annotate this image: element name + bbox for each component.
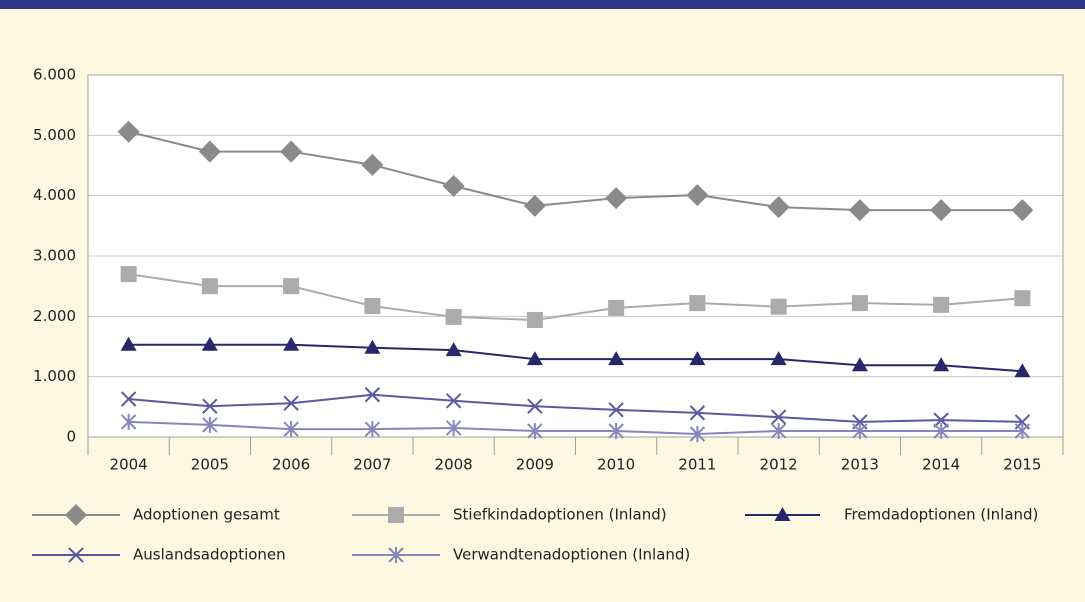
legend-label: Adoptionen gesamt xyxy=(133,506,280,524)
point xyxy=(933,412,949,428)
point xyxy=(933,422,949,439)
x-tick-label: 2005 xyxy=(191,456,229,474)
point xyxy=(686,184,709,207)
point xyxy=(851,295,868,312)
top-bar xyxy=(0,0,1085,9)
legend-label: Auslandsadoptionen xyxy=(133,546,286,564)
point xyxy=(364,387,381,403)
point xyxy=(770,409,787,425)
point xyxy=(527,398,543,414)
y-tick-label: 0 xyxy=(66,428,76,446)
point xyxy=(608,402,624,418)
point xyxy=(608,299,625,316)
x-tick-label: 2008 xyxy=(435,456,473,474)
point xyxy=(848,199,871,222)
y-tick-label: 5.000 xyxy=(33,126,76,144)
legend-marker xyxy=(65,504,87,526)
point xyxy=(198,140,221,163)
point xyxy=(933,357,950,372)
point xyxy=(526,311,543,328)
point xyxy=(120,413,137,430)
point xyxy=(689,351,706,366)
point xyxy=(283,395,299,411)
point xyxy=(445,393,462,409)
legend-label: Fremdadoptionen (Inland) xyxy=(844,506,1038,524)
x-tick-label: 2015 xyxy=(1003,456,1041,474)
series-line xyxy=(128,273,1023,321)
point xyxy=(689,405,706,421)
x-tick-label: 2010 xyxy=(597,456,635,474)
legend-label: Verwandtenadoptionen (Inland) xyxy=(453,546,690,564)
point xyxy=(1014,363,1031,378)
legend-marker xyxy=(388,507,404,523)
y-tick-label: 1.000 xyxy=(33,367,76,385)
point xyxy=(283,421,299,438)
x-tick-label: 2011 xyxy=(678,456,716,474)
point xyxy=(120,266,137,283)
point xyxy=(767,196,790,219)
series-line xyxy=(128,130,1023,212)
point xyxy=(445,342,462,357)
point xyxy=(930,199,953,222)
point xyxy=(1014,290,1031,307)
point xyxy=(1011,199,1034,222)
point xyxy=(527,422,543,439)
point xyxy=(933,296,950,313)
point xyxy=(605,187,628,210)
point xyxy=(770,298,787,315)
point xyxy=(1014,422,1031,439)
point xyxy=(201,278,218,295)
point xyxy=(442,175,465,198)
y-tick-label: 6.000 xyxy=(33,66,76,84)
point xyxy=(364,339,381,354)
series-line xyxy=(128,343,1023,373)
y-tick-label: 4.000 xyxy=(33,186,76,204)
point xyxy=(526,351,543,366)
legend-marker xyxy=(68,547,84,563)
point xyxy=(364,298,381,315)
point xyxy=(608,351,625,366)
series-line xyxy=(128,420,1023,435)
legend-marker xyxy=(774,507,791,521)
point xyxy=(364,421,381,438)
point xyxy=(202,416,218,433)
point xyxy=(852,422,868,439)
y-tick-label: 3.000 xyxy=(33,247,76,265)
x-tick-label: 2006 xyxy=(272,456,310,474)
point xyxy=(117,120,140,143)
x-tick-label: 2007 xyxy=(353,456,391,474)
point xyxy=(608,422,624,439)
x-tick-label: 2012 xyxy=(760,456,798,474)
point xyxy=(120,336,137,351)
point xyxy=(283,336,300,351)
point xyxy=(445,419,462,436)
point xyxy=(770,351,787,366)
legend-marker xyxy=(388,547,404,563)
point xyxy=(283,278,300,295)
point xyxy=(280,140,303,163)
point xyxy=(201,336,218,351)
point xyxy=(120,391,137,407)
point xyxy=(770,422,787,439)
point xyxy=(689,295,706,312)
point xyxy=(523,194,546,217)
x-tick-label: 2014 xyxy=(922,456,960,474)
series-line xyxy=(128,393,1023,423)
legend-label: Stiefkindadoptionen (Inland) xyxy=(453,506,667,524)
x-tick-label: 2004 xyxy=(110,456,148,474)
y-tick-label: 2.000 xyxy=(33,307,76,325)
point xyxy=(202,398,218,414)
point xyxy=(361,153,384,176)
point xyxy=(445,308,462,325)
x-tick-label: 2009 xyxy=(516,456,554,474)
point xyxy=(851,357,868,372)
x-tick-label: 2013 xyxy=(841,456,879,474)
point xyxy=(689,425,706,442)
